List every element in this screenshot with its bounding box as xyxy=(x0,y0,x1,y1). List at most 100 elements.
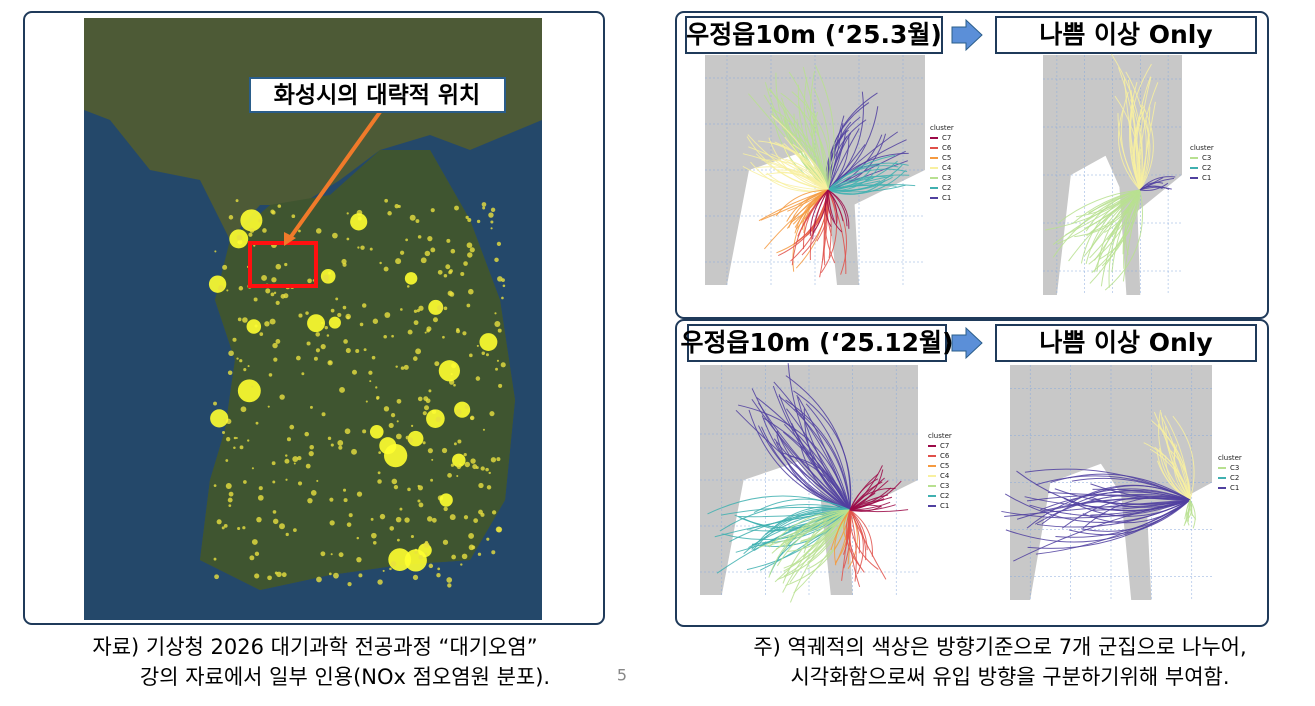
emission-dot xyxy=(472,464,478,470)
trajectory xyxy=(761,415,851,511)
emission-dot xyxy=(272,510,277,514)
trajectory xyxy=(1171,442,1191,501)
emission-dot xyxy=(378,451,382,455)
emission-dot xyxy=(315,228,322,234)
emission-dot xyxy=(369,247,373,251)
trajectory xyxy=(849,473,879,511)
emission-dot xyxy=(326,334,330,337)
emission-dot xyxy=(225,483,232,490)
emission-dot xyxy=(223,418,227,422)
trajectory xyxy=(1057,189,1141,224)
emission-dot xyxy=(427,516,433,522)
emission-dot xyxy=(344,428,351,435)
emission-dot xyxy=(351,369,357,375)
trajectory xyxy=(783,423,851,511)
legend-item: C3 xyxy=(1202,154,1211,162)
trajectory xyxy=(1125,71,1147,191)
emission-dot xyxy=(216,519,222,525)
emission-dot xyxy=(480,466,485,471)
trajectory xyxy=(1104,189,1143,291)
caption: 시각화함으로써 유입 방향을 구분하기위해 부여함. xyxy=(790,665,1229,689)
emission-dot xyxy=(466,242,473,249)
emission-dot xyxy=(350,213,368,231)
emission-dot xyxy=(476,344,479,347)
emission-dot xyxy=(418,554,424,560)
emission-dot xyxy=(415,348,422,355)
emission-dot xyxy=(395,433,402,440)
trajectory xyxy=(849,487,892,511)
emission-dot xyxy=(332,232,338,239)
emission-dot xyxy=(329,497,334,502)
trajectory xyxy=(757,166,829,191)
emission-dot xyxy=(262,228,267,233)
emission-dot xyxy=(384,312,391,318)
trajectory xyxy=(803,408,851,511)
emission-dot xyxy=(315,348,321,353)
emission-dot xyxy=(251,385,254,388)
trajectory xyxy=(756,397,851,511)
emission-dot xyxy=(320,344,326,350)
emission-dot xyxy=(240,209,263,232)
emission-dot xyxy=(221,526,225,530)
emission-dot xyxy=(494,257,499,263)
trajectory xyxy=(794,408,851,511)
emission-dot xyxy=(414,550,418,554)
emission-dot xyxy=(253,297,258,302)
emission-dot xyxy=(273,357,278,362)
emission-dot xyxy=(348,513,353,518)
emission-dot xyxy=(388,422,394,429)
trajectory xyxy=(1026,488,1191,529)
legend-item: C7 xyxy=(942,134,951,142)
emission-dot xyxy=(291,214,296,219)
trajectory xyxy=(774,141,829,191)
legend-item: C6 xyxy=(940,452,950,460)
emission-dot xyxy=(441,447,448,454)
emission-dot xyxy=(404,517,410,523)
trajectory xyxy=(1161,416,1191,501)
emission-dot xyxy=(427,448,433,454)
emission-dot xyxy=(468,288,474,295)
trajectory xyxy=(827,189,850,229)
emission-dot xyxy=(379,261,382,265)
emission-dot xyxy=(391,478,398,485)
caption: 자료) 기상청 2026 대기과학 전공과정 “대기오염” xyxy=(92,635,537,659)
emission-dot xyxy=(501,296,504,300)
emission-dot xyxy=(222,264,228,270)
emission-dot xyxy=(261,274,267,281)
emission-dot xyxy=(267,575,272,581)
emission-dot xyxy=(457,439,462,444)
emission-dot xyxy=(485,353,489,357)
emission-dot xyxy=(437,305,443,311)
trajectory xyxy=(849,465,883,511)
trajectory xyxy=(790,455,851,511)
emission-dot xyxy=(358,573,363,578)
emission-dot xyxy=(357,246,360,249)
legend-item: C5 xyxy=(940,462,949,470)
emission-dot xyxy=(496,457,501,462)
trajectory xyxy=(827,176,889,191)
emission-dot xyxy=(389,526,395,531)
emission-dot xyxy=(431,458,434,461)
legend-item: C6 xyxy=(942,144,952,152)
emission-dot xyxy=(246,319,262,334)
emission-dot xyxy=(213,401,217,406)
emission-dot xyxy=(313,356,318,361)
emission-dot xyxy=(490,207,496,213)
trajectory xyxy=(1139,106,1151,191)
emission-dot xyxy=(395,365,398,368)
emission-dot xyxy=(247,365,250,368)
emission-dot xyxy=(468,533,475,539)
emission-dot xyxy=(412,356,418,361)
emission-dot xyxy=(272,480,276,484)
emission-dot xyxy=(490,227,493,230)
trajectory xyxy=(780,92,829,191)
trajectory xyxy=(827,168,908,191)
emission-dot xyxy=(490,457,497,463)
emission-dot xyxy=(371,532,377,539)
emission-dot xyxy=(406,285,410,288)
emission-dot xyxy=(316,479,319,482)
emission-dot xyxy=(343,488,347,492)
emission-dot xyxy=(464,461,471,468)
emission-dot xyxy=(494,320,501,327)
trajectory xyxy=(1123,76,1141,191)
